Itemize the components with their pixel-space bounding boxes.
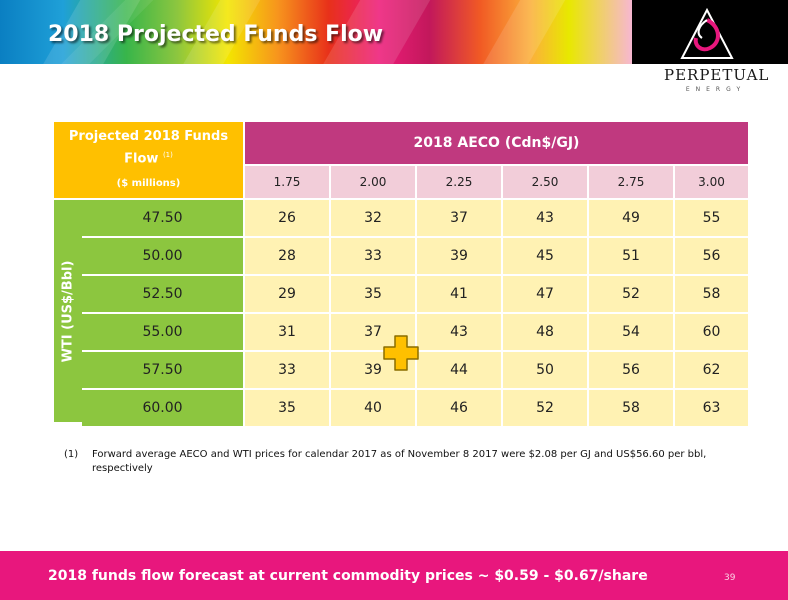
funds-flow-cell: 58 <box>675 276 748 312</box>
funds-flow-cell: 43 <box>417 314 501 350</box>
footer-text: 2018 funds flow forecast at current comm… <box>48 568 648 584</box>
funds-flow-cell: 35 <box>331 276 415 312</box>
aeco-header: 2018 AECO (Cdn$/GJ) <box>245 122 748 164</box>
aeco-price-header: 2.25 <box>417 166 501 198</box>
table-corner: Projected 2018 Funds Flow (1) ($ million… <box>54 122 243 198</box>
aeco-price-header: 3.00 <box>675 166 748 198</box>
wti-price-label: 57.50 <box>82 352 243 388</box>
wti-side-label-text: WTI (US$/Bbl) <box>60 260 76 362</box>
funds-flow-cell: 58 <box>589 390 673 426</box>
wti-side-label: WTI (US$/Bbl) <box>54 200 82 422</box>
wti-price-label: 47.50 <box>82 200 243 236</box>
funds-flow-cell: 45 <box>503 238 587 274</box>
funds-flow-cell: 62 <box>675 352 748 388</box>
funds-flow-table: Projected 2018 Funds Flow (1) ($ million… <box>54 122 748 426</box>
funds-flow-cell: 28 <box>245 238 329 274</box>
logo-subtitle: ENERGY <box>685 86 747 93</box>
wti-price-label: 55.00 <box>82 314 243 350</box>
funds-flow-cell: 33 <box>245 352 329 388</box>
funds-flow-cell: 41 <box>417 276 501 312</box>
corner-title: Projected 2018 Funds Flow (1) <box>54 128 243 168</box>
funds-flow-cell: 54 <box>589 314 673 350</box>
funds-flow-cell: 46 <box>417 390 501 426</box>
aeco-price-header: 2.75 <box>589 166 673 198</box>
funds-flow-cell: 44 <box>417 352 501 388</box>
funds-flow-cell: 32 <box>331 200 415 236</box>
funds-flow-cell: 39 <box>417 238 501 274</box>
funds-flow-cell: 29 <box>245 276 329 312</box>
slide-title: 2018 Projected Funds Flow <box>48 22 384 47</box>
funds-flow-cell: 31 <box>245 314 329 350</box>
plus-marker-icon <box>383 335 419 371</box>
funds-flow-cell: 26 <box>245 200 329 236</box>
wti-price-label: 60.00 <box>82 390 243 426</box>
funds-flow-cell: 43 <box>503 200 587 236</box>
aeco-price-header: 2.50 <box>503 166 587 198</box>
funds-flow-cell: 35 <box>245 390 329 426</box>
funds-flow-cell: 49 <box>589 200 673 236</box>
funds-flow-cell: 50 <box>503 352 587 388</box>
funds-flow-cell: 52 <box>589 276 673 312</box>
wti-price-label: 52.50 <box>82 276 243 312</box>
corner-unit: ($ millions) <box>116 178 181 189</box>
header-banner: 2018 Projected Funds Flow <box>0 0 632 64</box>
funds-flow-cell: 60 <box>675 314 748 350</box>
funds-flow-cell: 51 <box>589 238 673 274</box>
footer-bar: 2018 funds flow forecast at current comm… <box>0 551 788 600</box>
page-number: 39 <box>724 573 736 583</box>
wti-price-label: 50.00 <box>82 238 243 274</box>
corner-title-text: Projected 2018 Funds Flow <box>68 129 229 167</box>
funds-flow-cell: 56 <box>675 238 748 274</box>
perpetual-logo-icon <box>680 8 734 59</box>
wti-side-band <box>54 200 82 422</box>
funds-flow-cell: 33 <box>331 238 415 274</box>
aeco-price-header: 1.75 <box>245 166 329 198</box>
aeco-price-header: 2.00 <box>331 166 415 198</box>
funds-flow-cell: 56 <box>589 352 673 388</box>
footnote-text: Forward average AECO and WTI prices for … <box>92 449 707 474</box>
logo-name: PERPETUAL <box>664 66 770 84</box>
funds-flow-cell: 47 <box>503 276 587 312</box>
footnote-number: (1) <box>64 449 79 460</box>
funds-flow-cell: 37 <box>417 200 501 236</box>
funds-flow-cell: 52 <box>503 390 587 426</box>
funds-flow-cell: 55 <box>675 200 748 236</box>
corner-footnote-ref: (1) <box>162 151 173 159</box>
funds-flow-cell: 40 <box>331 390 415 426</box>
logo-background <box>632 0 788 64</box>
funds-flow-cell: 48 <box>503 314 587 350</box>
funds-flow-cell: 63 <box>675 390 748 426</box>
